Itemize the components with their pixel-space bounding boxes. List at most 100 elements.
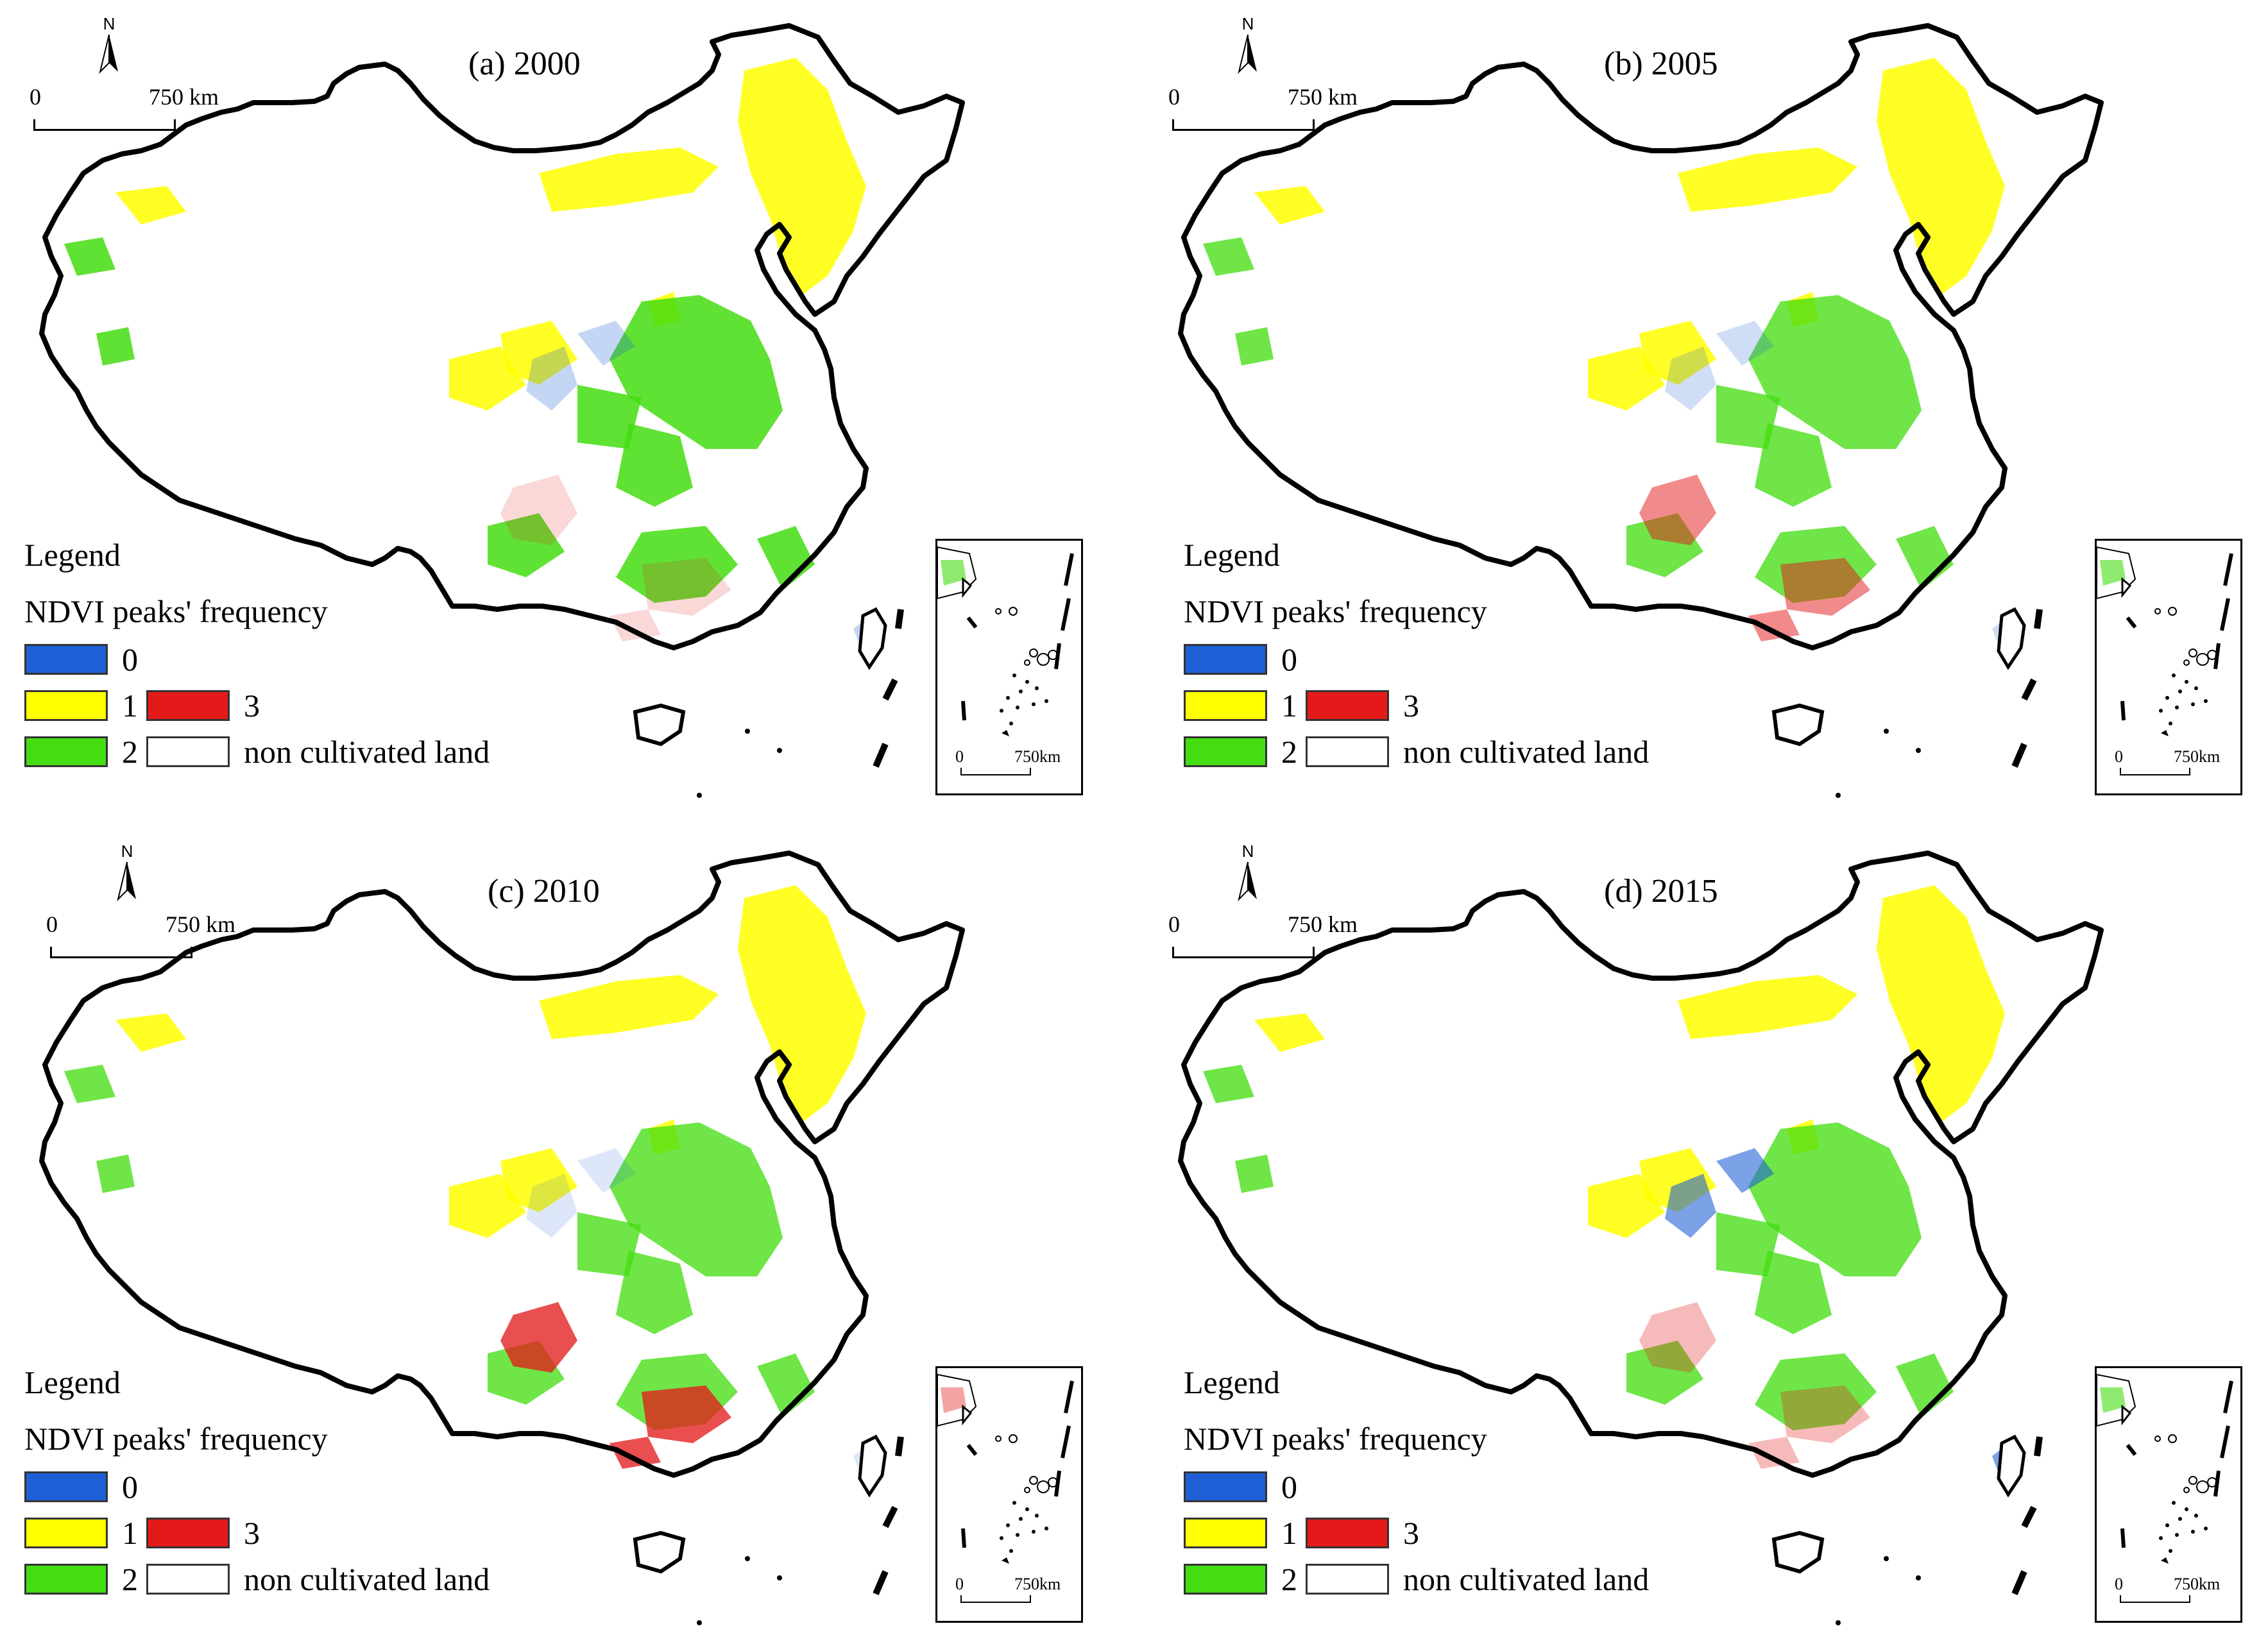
legend-title: Legend <box>1184 1364 1280 1400</box>
panel-title: (a) 2000 <box>468 46 581 82</box>
legend-item-2: 2 <box>1184 1561 1297 1597</box>
panel-title: (d) 2015 <box>1604 873 1718 910</box>
inset-scale-bar <box>2120 1595 2190 1603</box>
legend-item-non-cultivated: non cultivated land <box>146 1561 490 1597</box>
north-arrow-icon <box>1229 13 1267 77</box>
swatch-1 <box>1184 1518 1267 1548</box>
swatch-non-cultivated <box>146 736 230 767</box>
patch-green-2 <box>1716 1212 1780 1276</box>
legend-subtitle: NDVI peaks' frequency <box>1184 593 1487 629</box>
swatch-2 <box>24 736 108 767</box>
scale-end: 750 km <box>1288 84 1358 110</box>
swatch-3 <box>1306 690 1389 721</box>
china-map <box>1139 827 2268 1648</box>
scale-bar: 0 750 km <box>30 83 219 141</box>
patch-green-7 <box>1235 1155 1274 1193</box>
north-arrow-icon <box>1229 840 1267 904</box>
scale-end: 750 km <box>166 911 236 937</box>
patch-green-1 <box>616 1251 693 1334</box>
patch-green-6 <box>64 1065 115 1103</box>
patch-green-5 <box>757 526 815 590</box>
inset-scale-end: 750km <box>2174 747 2221 766</box>
patch-yellow-4 <box>1254 1013 1325 1052</box>
patch-blue-1 <box>1716 1148 1774 1193</box>
patch-green-0 <box>1748 295 1922 449</box>
patch-green-6 <box>64 237 115 276</box>
patch-yellow-4 <box>115 186 186 224</box>
swatch-non-cultivated <box>1306 1564 1389 1595</box>
scale-bar: 0 750 km <box>1168 911 1358 969</box>
patch-red-0 <box>500 1302 577 1373</box>
patch-yellow-0 <box>738 58 866 295</box>
inset-scale-bar <box>960 768 1031 775</box>
swatch-1 <box>24 1518 108 1548</box>
patch-yellow-1 <box>1678 148 1857 212</box>
panel-title: (c) 2010 <box>488 873 600 910</box>
scale-start: 0 <box>46 911 58 937</box>
map-panel-c: (c) 2010 0 750 km Legend NDVI peaks' fre… <box>0 827 1129 1648</box>
legend-item-1: 1 <box>24 1515 138 1551</box>
legend-item-3: 3 <box>1306 688 1419 724</box>
legend-subtitle: NDVI peaks' frequency <box>24 1421 328 1457</box>
patch-red-0 <box>500 475 577 545</box>
legend-item-0: 0 <box>24 1469 138 1505</box>
inset-scale-end: 750km <box>1014 747 1061 766</box>
swatch-0 <box>1184 644 1267 675</box>
patch-red-0 <box>1639 475 1716 545</box>
legend-item-non-cultivated: non cultivated land <box>146 734 490 770</box>
scale-end: 750 km <box>1288 911 1358 937</box>
patch-green-5 <box>757 1353 815 1418</box>
patch-blue-1 <box>1716 321 1774 366</box>
legend-item-2: 2 <box>24 1561 138 1597</box>
patch-green-4 <box>488 513 565 577</box>
patch-yellow-4 <box>115 1013 186 1052</box>
patch-green-2 <box>577 1212 642 1276</box>
patch-red-2 <box>1748 1437 1800 1469</box>
patch-green-0 <box>610 295 783 449</box>
patch-yellow-1 <box>539 148 719 212</box>
patch-green-5 <box>1896 1353 1954 1418</box>
map-panel-a: (a) 2000 0 750 km Legend NDVI peaks' fre… <box>0 0 1129 821</box>
scale-start: 0 <box>1168 911 1180 937</box>
china-map <box>1139 0 2268 821</box>
legend-subtitle: NDVI peaks' frequency <box>1184 1421 1487 1457</box>
patch-green-5 <box>1896 526 1954 590</box>
patch-green-7 <box>96 1155 135 1193</box>
inset-scale-end: 750km <box>1014 1575 1061 1593</box>
swatch-1 <box>24 690 108 721</box>
swatch-2 <box>1184 1564 1267 1595</box>
patch-red-2 <box>1748 609 1800 641</box>
patch-yellow-3 <box>1639 321 1716 385</box>
patch-red-1 <box>642 558 731 616</box>
panel-title: (b) 2005 <box>1604 46 1718 82</box>
south-china-sea-inset: 0 750km <box>2095 1366 2242 1623</box>
inset-scale-start: 0 <box>2115 747 2123 766</box>
patch-yellow-1 <box>1678 975 1857 1039</box>
inset-scale-start: 0 <box>955 1575 964 1593</box>
patch-green-1 <box>616 423 693 507</box>
china-map <box>0 0 1129 821</box>
swatch-2 <box>24 1564 108 1595</box>
scale-bar: 0 750 km <box>1168 83 1358 141</box>
swatch-3 <box>1306 1518 1389 1548</box>
patch-green-1 <box>1755 1251 1832 1334</box>
scale-bar-line <box>50 947 192 958</box>
patch-yellow-4 <box>1254 186 1325 224</box>
patch-yellow-0 <box>1877 885 2005 1122</box>
swatch-0 <box>24 1471 108 1502</box>
patch-blue-1 <box>577 321 635 366</box>
swatch-non-cultivated <box>1306 736 1389 767</box>
patch-red-1 <box>1780 1385 1870 1443</box>
patch-yellow-1 <box>539 975 719 1039</box>
inset-map <box>937 1373 1074 1564</box>
legend-item-1: 1 <box>24 688 138 724</box>
north-arrow-icon <box>90 13 128 77</box>
patch-green-3 <box>1755 1353 1877 1430</box>
patch-red-0 <box>1639 1302 1716 1373</box>
inset-scale-start: 0 <box>2115 1575 2123 1593</box>
patch-red-1 <box>642 1385 731 1443</box>
patch-green-6 <box>1203 237 1254 276</box>
swatch-3 <box>146 690 230 721</box>
patch-green-2 <box>1716 385 1780 449</box>
legend-title: Legend <box>1184 537 1280 573</box>
